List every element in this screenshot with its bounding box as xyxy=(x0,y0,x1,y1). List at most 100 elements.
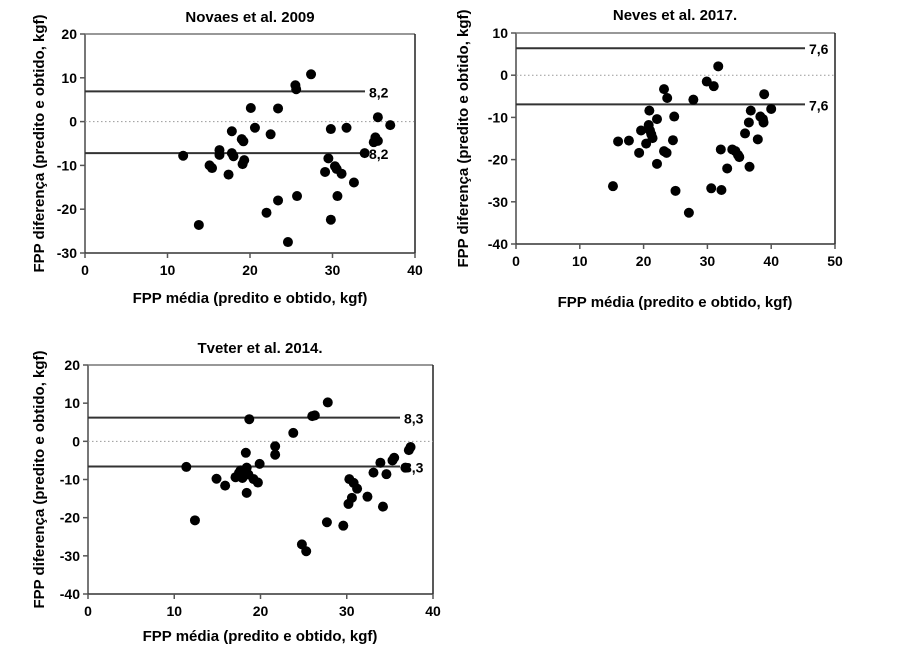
x-tick-label: 10 xyxy=(160,262,176,278)
data-point xyxy=(336,168,347,179)
data-point xyxy=(734,152,745,163)
data-point xyxy=(325,214,336,225)
x-tick-label: 20 xyxy=(253,603,269,619)
y-axis-label: FPP diferença (predito e obtido, kgf) xyxy=(455,9,472,267)
data-point xyxy=(352,483,363,494)
y-tick-label: -20 xyxy=(60,510,80,526)
data-point xyxy=(239,155,250,166)
data-point xyxy=(651,158,662,169)
x-tick-label: 10 xyxy=(166,603,182,619)
data-point xyxy=(309,410,320,421)
data-point xyxy=(752,134,763,145)
data-point xyxy=(306,69,317,80)
data-point xyxy=(359,148,370,159)
y-tick-label: -30 xyxy=(57,245,77,261)
data-point xyxy=(181,461,192,472)
y-tick-label: 10 xyxy=(492,25,508,41)
x-tick-label: 30 xyxy=(700,253,716,269)
data-point xyxy=(634,147,645,158)
data-point xyxy=(226,126,237,137)
data-point xyxy=(321,517,332,528)
data-point xyxy=(745,105,756,116)
data-point xyxy=(291,84,302,95)
chart-title: Novaes et al. 2009 xyxy=(185,9,314,26)
data-point xyxy=(270,449,281,460)
data-point xyxy=(706,183,717,194)
data-point xyxy=(405,442,416,453)
data-point xyxy=(261,207,272,218)
y-tick-label: -30 xyxy=(488,194,508,210)
data-point xyxy=(758,117,769,128)
y-tick-label: 0 xyxy=(69,114,77,130)
data-point xyxy=(348,177,359,188)
data-point xyxy=(644,105,655,116)
y-tick-label: 10 xyxy=(64,395,80,411)
data-point xyxy=(766,103,777,114)
data-point xyxy=(389,452,400,463)
data-point xyxy=(372,135,383,146)
data-point xyxy=(249,122,260,133)
data-point xyxy=(223,169,234,180)
data-point xyxy=(332,191,343,202)
chart-title: Neves et al. 2017. xyxy=(613,7,737,24)
x-tick-label: 20 xyxy=(242,262,258,278)
x-tick-label: 40 xyxy=(407,262,423,278)
y-tick-label: -20 xyxy=(488,152,508,168)
data-point xyxy=(214,149,225,160)
y-tick-label: 0 xyxy=(72,433,80,449)
data-point xyxy=(228,151,239,162)
data-point xyxy=(683,207,694,218)
data-point xyxy=(288,427,299,438)
x-tick-label: 20 xyxy=(636,253,652,269)
data-point xyxy=(716,184,727,195)
y-axis-label: FPP diferença (predito e obtido, kgf) xyxy=(31,350,48,608)
data-point xyxy=(667,135,678,146)
x-tick-label: 40 xyxy=(763,253,779,269)
x-tick-label: 0 xyxy=(512,253,520,269)
data-point xyxy=(189,515,200,526)
data-point xyxy=(759,89,770,100)
x-tick-label: 30 xyxy=(325,262,341,278)
data-point xyxy=(381,469,392,480)
data-point xyxy=(385,120,396,131)
data-point xyxy=(341,122,352,133)
data-point xyxy=(301,546,312,557)
x-axis-label: FPP média (predito e obtido, kgf) xyxy=(558,294,793,311)
data-point xyxy=(265,129,276,140)
data-point xyxy=(292,191,303,202)
x-tick-label: 10 xyxy=(572,253,588,269)
data-point xyxy=(722,163,733,174)
data-point xyxy=(715,144,726,155)
limit-of-agreement-label: 7,6 xyxy=(809,97,829,113)
data-point xyxy=(375,457,386,468)
data-point xyxy=(372,112,383,123)
data-point xyxy=(254,458,265,469)
chart-title: Tveter et al. 2014. xyxy=(197,340,322,357)
data-point xyxy=(207,163,218,174)
data-point xyxy=(323,153,334,164)
data-point xyxy=(362,491,373,502)
data-point xyxy=(636,125,647,136)
data-point xyxy=(211,473,222,484)
x-tick-label: 40 xyxy=(425,603,441,619)
data-point xyxy=(320,166,331,177)
data-point xyxy=(701,76,712,87)
limit-of-agreement-label: 8,3 xyxy=(404,460,424,476)
x-tick-label: 0 xyxy=(81,262,89,278)
x-tick-label: 30 xyxy=(339,603,355,619)
data-point xyxy=(245,103,256,114)
data-point xyxy=(659,84,670,95)
data-point xyxy=(623,135,634,146)
data-point xyxy=(669,111,680,122)
y-tick-label: 20 xyxy=(64,357,80,373)
data-point xyxy=(607,181,618,192)
x-axis-label: FPP média (predito e obtido, kgf) xyxy=(143,628,378,645)
y-tick-label: -40 xyxy=(488,236,508,252)
data-point xyxy=(252,477,263,488)
data-point xyxy=(377,501,388,512)
y-tick-label: -40 xyxy=(60,586,80,602)
